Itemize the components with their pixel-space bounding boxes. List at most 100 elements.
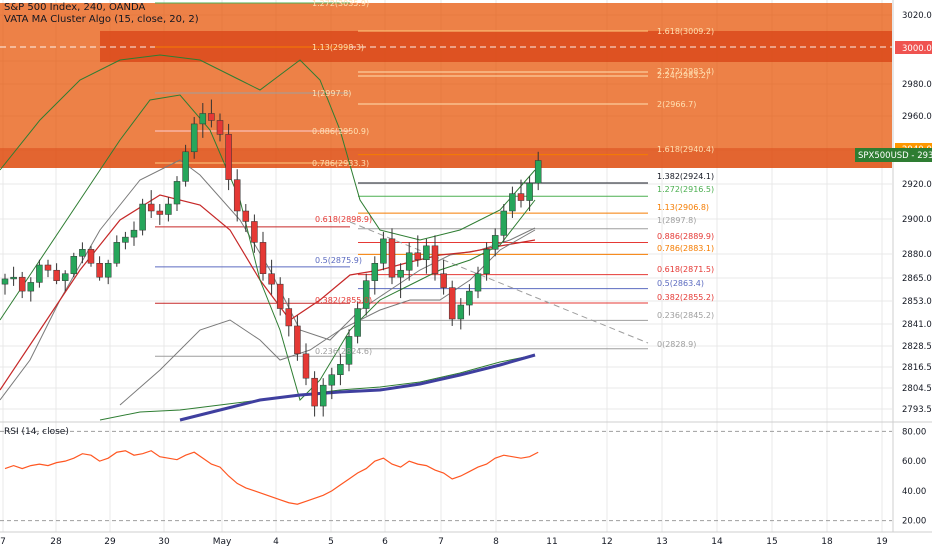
- candle-body: [139, 203, 146, 231]
- fib-label-right: 1(2897.8): [657, 216, 696, 225]
- fib-label-left: 0.236(2824.6): [315, 347, 372, 356]
- candle-body: [276, 283, 284, 309]
- candle-body: [483, 249, 490, 274]
- candle-body: [96, 263, 103, 278]
- time-tick-label: 15: [766, 537, 777, 547]
- fib-label-right: 2.24(2983.2): [657, 71, 709, 80]
- candle-body: [104, 263, 112, 278]
- candle-body: [294, 325, 301, 355]
- price-tick-label: 3020.0: [902, 11, 932, 21]
- candle-body: [371, 263, 379, 281]
- fib-label-right: 0.382(2855.2): [657, 293, 714, 302]
- rsi-line: [4, 450, 539, 505]
- fib-label-left: 0.886(2950.9): [312, 127, 369, 136]
- candle-body: [526, 182, 533, 201]
- rsi-legend[interactable]: RSI (14, close): [4, 427, 69, 437]
- fib-label-right: 1.272(2916.5): [657, 185, 714, 194]
- candle-body: [36, 264, 43, 283]
- indicator-legend[interactable]: VATA MA Cluster Algo (15, close, 20, 2): [4, 14, 199, 25]
- fib-label-right: 2(2966.7): [657, 100, 696, 109]
- candle-body: [337, 364, 344, 375]
- ma-blue-line: [179, 353, 536, 422]
- candle-body: [130, 229, 138, 238]
- candle-body: [311, 377, 318, 407]
- price-tick-label: 2841.0: [902, 320, 932, 330]
- candle-body: [18, 276, 26, 292]
- candle-body: [268, 273, 275, 285]
- symbol-legend[interactable]: S&P 500 Index, 240, OANDA: [4, 2, 146, 13]
- candle-body: [509, 193, 516, 212]
- candle-body: [466, 290, 473, 306]
- current-price-label: SPX500USD - 2937.0: [858, 151, 932, 161]
- candle-body: [388, 238, 396, 278]
- candle-body: [27, 282, 35, 292]
- candle-body: [448, 287, 456, 320]
- candle-body: [208, 113, 215, 121]
- candle-body: [251, 221, 258, 243]
- time-tick-label: 19: [876, 537, 888, 547]
- candle-body: [397, 269, 404, 278]
- price-tick-label: 2865.0: [902, 274, 932, 284]
- fib-label-right: 1.618(3009.2): [657, 27, 714, 36]
- price-tick-label: 2900.0: [902, 215, 932, 225]
- time-tick-label: 7: [438, 537, 444, 547]
- resistance-zone: [0, 3, 892, 168]
- candle-body: [70, 256, 78, 274]
- candle-body: [216, 120, 224, 135]
- price-tick-label: 2828.5: [902, 342, 932, 352]
- rsi-tick-label: 60.00: [902, 457, 926, 467]
- candle-body: [345, 336, 353, 365]
- candle-body: [199, 113, 207, 125]
- fib-label-right: 0(2828.9): [657, 340, 696, 349]
- price-tick-label: 2853.0: [902, 297, 932, 307]
- price-tick-label: 2980.0: [902, 80, 932, 90]
- candle-body: [259, 242, 267, 274]
- fib-label-right: 0.236(2845.2): [657, 311, 714, 320]
- rsi-tick-label: 20.00: [902, 517, 926, 527]
- candle-body: [173, 181, 181, 205]
- candle-body: [44, 264, 52, 271]
- time-tick-label: 5: [328, 537, 334, 547]
- candle-body: [147, 203, 155, 212]
- bollinger-lower: [0, 94, 536, 401]
- price-tick-label: 2880.0: [902, 250, 932, 260]
- candle-body: [423, 245, 430, 261]
- candle-body: [10, 276, 17, 280]
- fib-label-right: 0.886(2889.9): [657, 232, 714, 241]
- candle-body: [165, 203, 172, 215]
- ma-gray-line: [119, 229, 536, 406]
- candle-body: [79, 249, 86, 257]
- candle-body: [534, 160, 542, 184]
- candle-body: [414, 252, 422, 261]
- candle-body: [380, 238, 387, 264]
- price-tick-label: 2816.5: [902, 363, 932, 373]
- rsi-tick-label: 80.00: [902, 427, 926, 437]
- candle-body: [61, 273, 69, 281]
- candle-body: [302, 353, 310, 379]
- time-tick-label: 8: [493, 537, 499, 547]
- fib-label-right: 1.382(2924.1): [657, 172, 714, 181]
- fib-label-left: 1.13(2998.3): [312, 43, 364, 52]
- candle-body: [113, 242, 121, 264]
- candle-body: [328, 374, 336, 386]
- fib-label-left: 0.618(2898.9): [315, 215, 372, 224]
- time-tick-label: 4: [273, 537, 279, 547]
- candle-body: [319, 384, 327, 407]
- fib-label-left: 0.382(2855.0): [315, 296, 372, 305]
- time-tick-label: 6: [382, 537, 388, 547]
- candle-body: [491, 235, 499, 250]
- fib-label-right: 1.13(2906.8): [657, 203, 709, 212]
- price-tick-label: 2804.5: [902, 384, 932, 394]
- time-tick-label: May: [213, 537, 232, 547]
- candle-body: [457, 304, 465, 320]
- fib-label-right: 2.272(2983.4): [657, 67, 714, 76]
- fib-label-right: 0.5(2863.4): [657, 279, 704, 288]
- time-tick-label: 14: [711, 537, 723, 547]
- candle-body: [182, 151, 189, 182]
- fib-label-left: 0.786(2933.3): [312, 159, 369, 168]
- price-tick-label: 2920.0: [902, 180, 932, 190]
- candle-body: [87, 249, 95, 264]
- time-tick-label: 7: [0, 537, 6, 547]
- candle-body: [440, 273, 447, 288]
